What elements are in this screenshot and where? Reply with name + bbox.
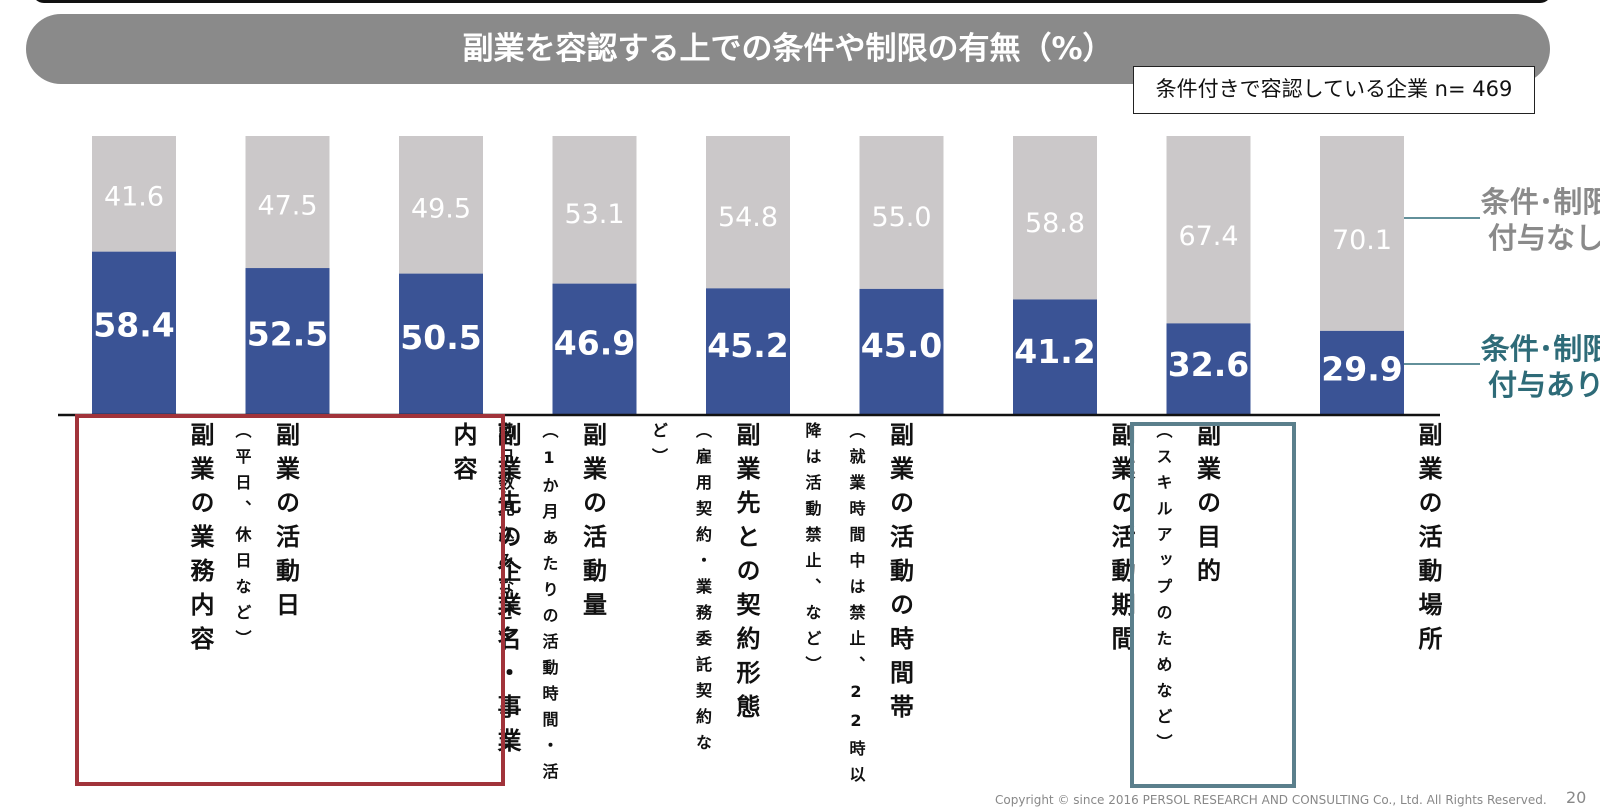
category-label: 副業の業務内容 (186, 422, 214, 660)
bar-with-condition (1166, 323, 1251, 414)
bar-with-condition (245, 268, 330, 414)
data-label-without-condition: 41.6 (104, 182, 164, 213)
data-label-with-condition: 29.9 (1321, 349, 1402, 388)
category-sublabel: （スキルアップのためなど） (1153, 422, 1173, 760)
data-label-without-condition: 53.1 (564, 199, 624, 230)
category-label: 副業の活動場所 (1414, 422, 1442, 660)
sample-size-note: 条件付きで容認している企業 n= 469 (1133, 66, 1535, 114)
category-sublabel: （1か月あたりの活動時間・活動日数見込みなど） (495, 422, 559, 789)
bar-with-condition (859, 288, 944, 414)
bar-without-condition (92, 136, 176, 252)
data-label-with-condition: 45.0 (861, 326, 942, 365)
data-label-without-condition: 70.1 (1332, 225, 1392, 256)
bar-without-condition (245, 136, 330, 269)
bar-without-condition (1166, 136, 1251, 324)
category-label: 副業先の企業名・事業内容 (449, 422, 521, 762)
category-label: 副業の活動日 （平日、休日など） (232, 422, 300, 656)
chart-title: 副業を容認する上での条件や制限の有無（%） (462, 31, 1114, 67)
data-label-with-condition: 58.4 (93, 306, 174, 345)
data-label-without-condition: 67.4 (1178, 221, 1238, 252)
category-label: 副業の活動の時間帯 （就業時間中は禁止、22時以降は活動禁止、など） (802, 422, 914, 792)
highlight-box-teal (1130, 422, 1296, 788)
legend-label-without-condition: 条件･制限 付与なし (1480, 185, 1600, 255)
page-number: 20 (1566, 788, 1587, 807)
bar-without-condition (1320, 136, 1404, 331)
bar-without-condition (552, 136, 637, 284)
data-label-without-condition: 58.8 (1025, 208, 1085, 239)
category-sublabel: （平日、休日など） (232, 422, 252, 656)
copyright-notice: Copyright © since 2016 PERSOL RESEARCH A… (995, 793, 1547, 807)
category-label: 副業先との契約形態 （雇用契約・業務委託契約など） (649, 422, 760, 760)
category-label: 副業の目的 （スキルアップのためなど） (1153, 422, 1221, 760)
highlight-box-red (75, 414, 505, 786)
bar-without-condition (706, 136, 790, 289)
bar-with-condition (1013, 299, 1097, 414)
data-label-with-condition: 45.2 (707, 326, 788, 365)
data-label-without-condition: 49.5 (411, 194, 471, 225)
category-sublabel: （雇用契約・業務委託契約など） (649, 422, 712, 760)
bar-with-condition (1320, 330, 1404, 414)
data-label-with-condition: 50.5 (400, 318, 481, 357)
legend-label-with-condition: 条件･制限 付与あり (1480, 332, 1600, 402)
bar-with-condition (92, 251, 176, 414)
bar-without-condition (1013, 136, 1097, 300)
bar-with-condition (399, 273, 483, 414)
bar-with-condition (706, 288, 790, 414)
data-label-with-condition: 52.5 (247, 315, 328, 354)
data-label-without-condition: 55.0 (871, 202, 931, 233)
category-label: 副業の活動量 （1か月あたりの活動時間・活動日数見込みなど） (495, 422, 607, 789)
data-label-without-condition: 47.5 (257, 191, 317, 222)
bar-with-condition (552, 283, 637, 414)
data-label-with-condition: 41.2 (1014, 332, 1095, 371)
bar-without-condition (859, 136, 944, 289)
data-label-with-condition: 32.6 (1168, 345, 1249, 384)
category-sublabel: （就業時間中は禁止、22時以降は活動禁止、など） (802, 422, 866, 792)
bar-without-condition (399, 136, 483, 274)
data-label-without-condition: 54.8 (718, 202, 778, 233)
data-label-with-condition: 46.9 (554, 323, 635, 362)
